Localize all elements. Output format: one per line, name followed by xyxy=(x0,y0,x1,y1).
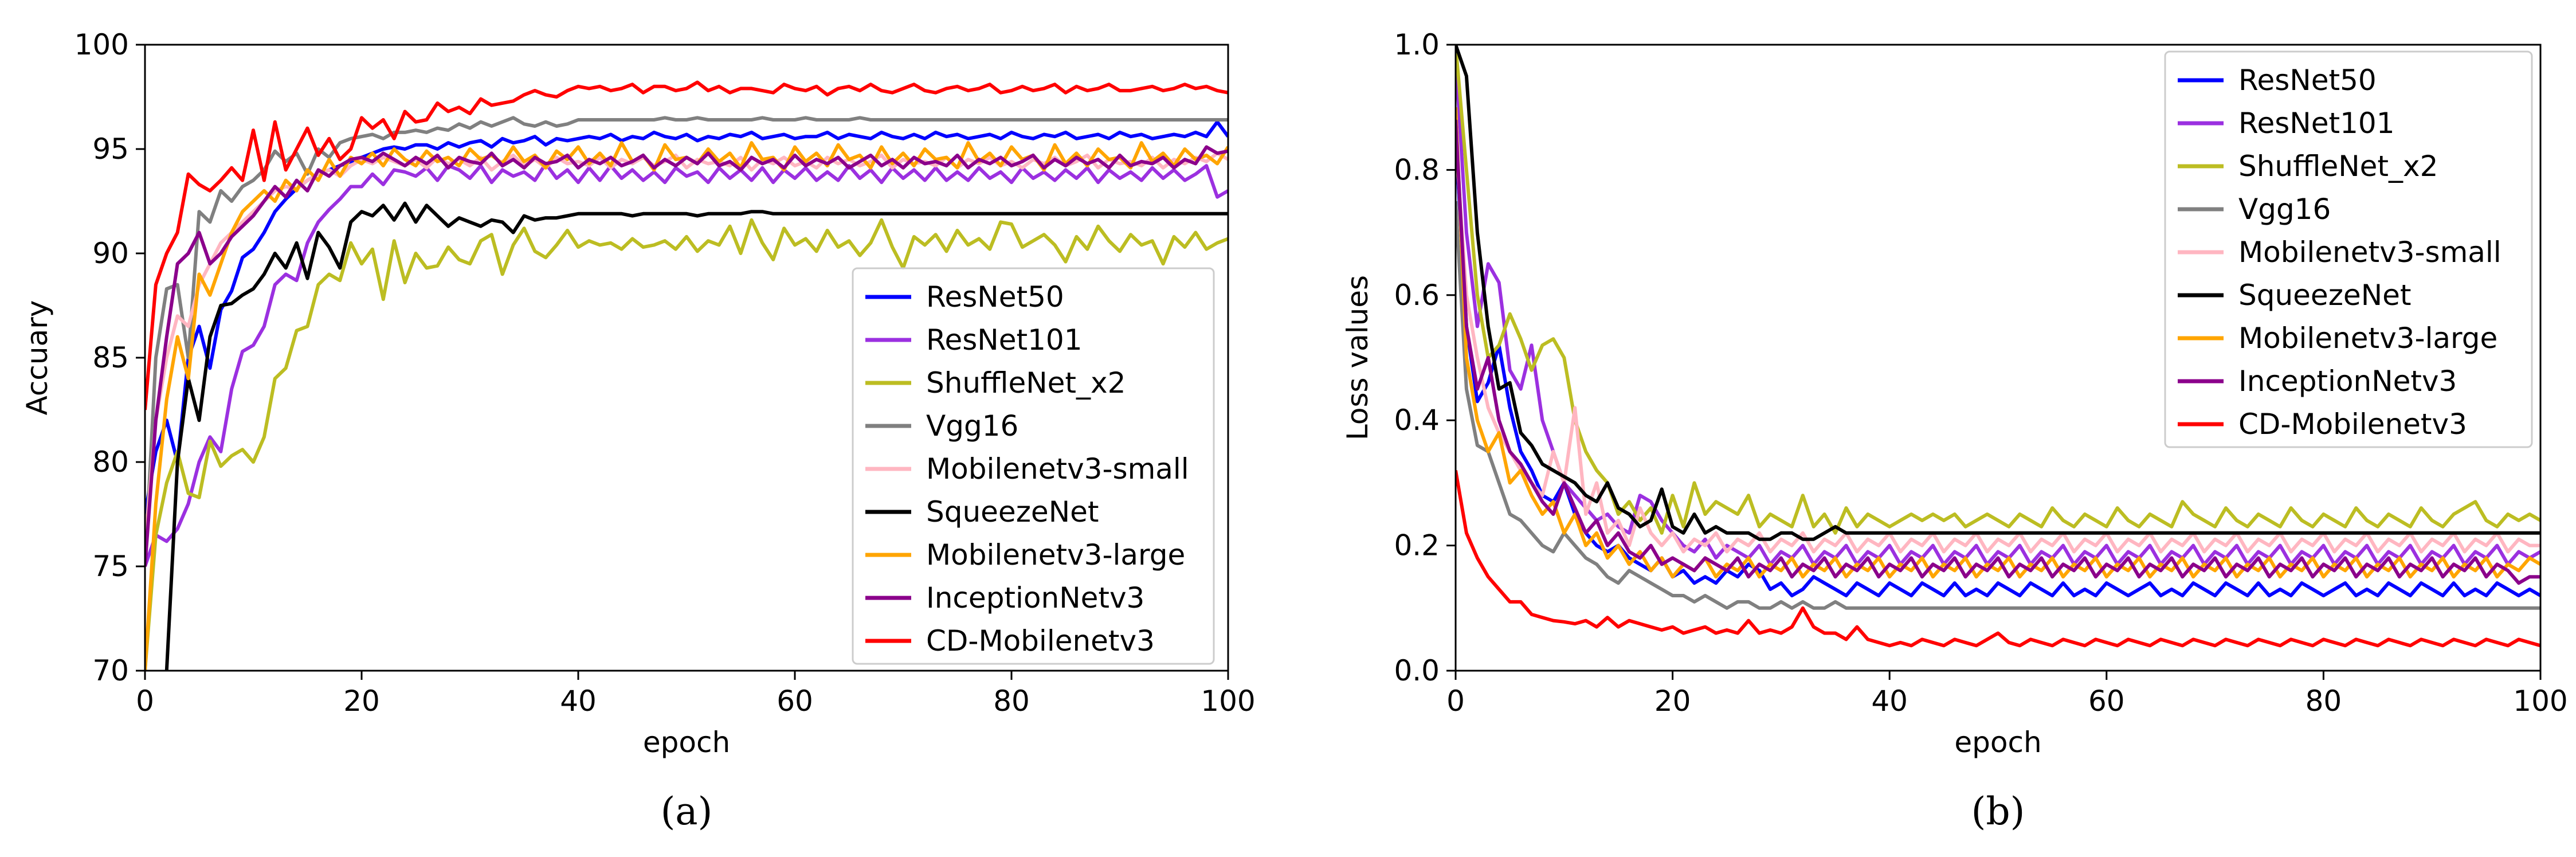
y-tick-label: 0.2 xyxy=(1394,529,1440,562)
legend-label: CD-Mobilenetv3 xyxy=(2238,408,2467,441)
chart-panel-1: 0 20 40 60 80 100 0.0 0.2 0.4 0.6 0.8 1.0 epoch Loss … xyxy=(1341,28,2568,833)
x-tick-label: 100 xyxy=(2513,684,2567,718)
legend-label: Mobilenetv3-small xyxy=(2238,236,2501,269)
legend-label: Vgg16 xyxy=(926,409,1018,443)
series-line-resnet101 xyxy=(145,162,1228,567)
series-group xyxy=(145,80,1228,671)
series-line-resnet101 xyxy=(1456,57,2540,566)
series-line-squeezenet xyxy=(164,201,1228,671)
series-line-cd-mobilenetv3 xyxy=(145,80,1228,410)
series-line-vgg16 xyxy=(145,116,1228,567)
y-tick-label: 80 xyxy=(92,445,129,479)
legend-label: Mobilenetv3-large xyxy=(2238,322,2497,355)
legend-label: ResNet50 xyxy=(2238,64,2377,97)
legend: ResNet50 ResNet101 ShuffleNet_x2 Vgg16 Mobil… xyxy=(2164,50,2533,448)
series-line-shufflenet-x2 xyxy=(145,218,1228,671)
axes-frame xyxy=(1454,44,2542,672)
y-axis-label: Loss values xyxy=(1341,275,1374,440)
x-axis-label: epoch xyxy=(1954,726,2041,759)
x-tick-label: 60 xyxy=(777,684,813,718)
x-tick-label: 20 xyxy=(343,684,380,718)
legend-label: InceptionNetv3 xyxy=(2238,365,2457,398)
legend-label: ShuffleNet_x2 xyxy=(2238,150,2438,183)
legend-label: SqueezeNet xyxy=(926,495,1099,529)
x-tick-label: 80 xyxy=(993,684,1030,718)
series-line-inceptionnetv3 xyxy=(1456,119,2540,585)
series-group xyxy=(1456,45,2540,648)
series-line-shufflenet-x2 xyxy=(1456,45,2540,535)
legend-box xyxy=(852,267,1215,665)
series-line-squeezenet xyxy=(1456,45,2540,541)
y-axis-label: Accuary xyxy=(21,300,54,416)
legend-label: Mobilenetv3-large xyxy=(926,538,1185,572)
x-tick-label: 0 xyxy=(136,684,154,718)
series-line-resnet50 xyxy=(1456,138,2540,597)
y-tick-label: 0.0 xyxy=(1394,654,1440,687)
x-tick-label: 60 xyxy=(2088,684,2125,718)
panel-label: (a) xyxy=(661,789,713,833)
x-tick-label: 40 xyxy=(1871,684,1908,718)
y-tick-label: 100 xyxy=(75,28,129,61)
y-tick-label: 95 xyxy=(92,132,129,166)
x-tick-label: 40 xyxy=(560,684,597,718)
y-tick-label: 85 xyxy=(92,341,129,374)
x-tick-label: 100 xyxy=(1201,684,1255,718)
legend-label: ResNet101 xyxy=(926,323,1083,357)
y-tick-label: 90 xyxy=(92,237,129,270)
legend-box xyxy=(2164,50,2533,448)
y-tick-label: 0.8 xyxy=(1394,153,1440,186)
legend-label: ResNet101 xyxy=(2238,107,2395,140)
legend-label: SqueezeNet xyxy=(2238,279,2411,312)
x-tick-label: 0 xyxy=(1446,684,1465,718)
series-line-inceptionnetv3 xyxy=(145,145,1228,567)
y-tick-label: 70 xyxy=(92,654,129,687)
legend-label: ResNet50 xyxy=(926,280,1064,314)
y-tick-label: 0.4 xyxy=(1394,404,1440,437)
x-tick-label: 80 xyxy=(2306,684,2342,718)
legend-label: Vgg16 xyxy=(2238,193,2331,226)
legend-label: Mobilenetv3-small xyxy=(926,452,1189,486)
series-line-vgg16 xyxy=(1456,201,2540,610)
panel-label: (b) xyxy=(1971,789,2025,833)
legend-label: ShuffleNet_x2 xyxy=(926,366,1126,400)
y-tick-label: 75 xyxy=(92,550,129,583)
legend-label: CD-Mobilenetv3 xyxy=(926,624,1155,658)
x-axis-label: epoch xyxy=(643,726,730,759)
y-tick-label: 0.6 xyxy=(1394,279,1440,312)
chart-panel-0: 0 20 40 60 80 100 70 75 80 85 90 95 100 epoch Accuary (… xyxy=(21,28,1256,833)
legend-label: InceptionNetv3 xyxy=(926,581,1144,615)
y-tick-label: 1.0 xyxy=(1394,28,1440,61)
series-line-cd-mobilenetv3 xyxy=(1456,470,2540,648)
legend: ResNet50 ResNet101 ShuffleNet_x2 Vgg16 Mobil… xyxy=(852,267,1215,665)
x-tick-label: 20 xyxy=(1654,684,1691,718)
